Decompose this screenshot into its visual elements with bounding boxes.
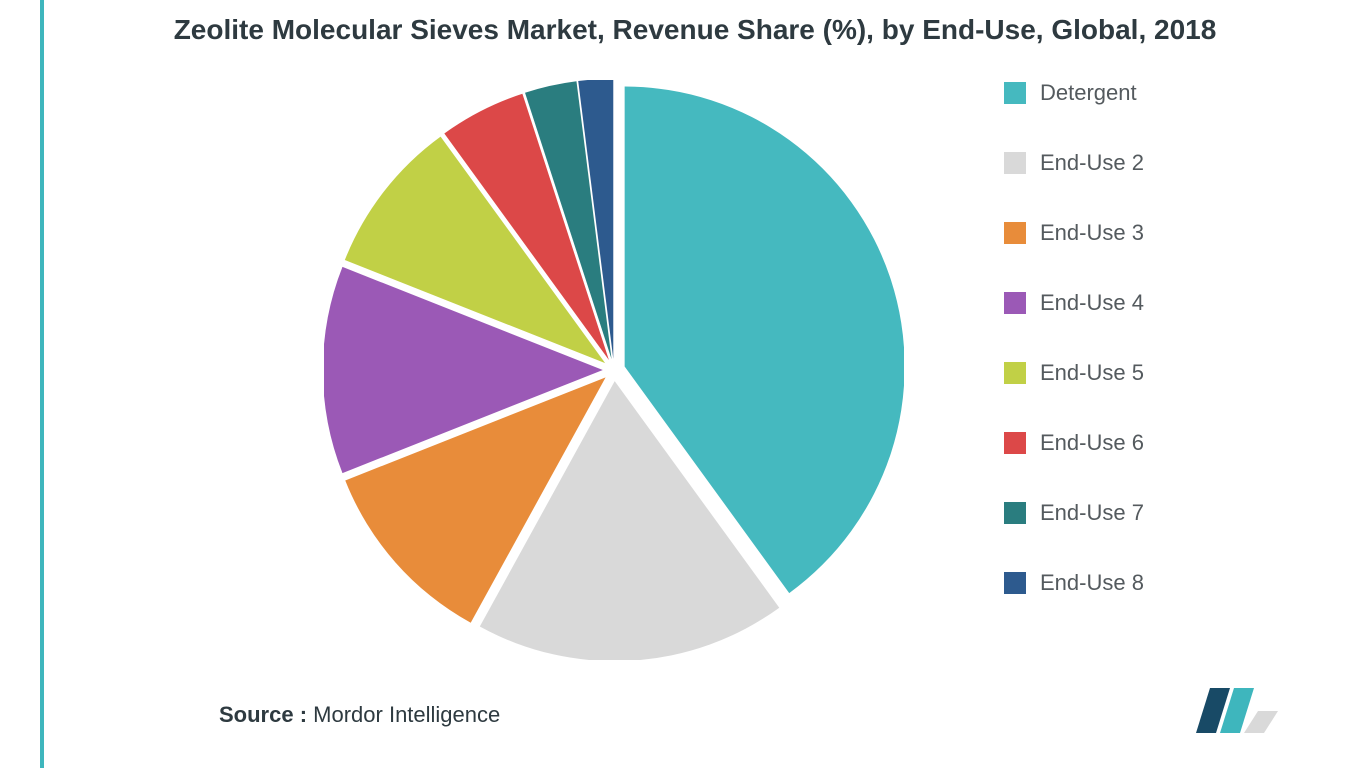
legend-label: End-Use 7 [1040, 500, 1144, 526]
legend-swatch [1004, 572, 1026, 594]
source-label: Source : [219, 702, 307, 727]
legend-item: End-Use 2 [1004, 150, 1304, 176]
legend-label: End-Use 6 [1040, 430, 1144, 456]
legend-swatch [1004, 362, 1026, 384]
legend-item: End-Use 3 [1004, 220, 1304, 246]
legend-swatch [1004, 292, 1026, 314]
pie-chart [324, 80, 904, 660]
legend-item: End-Use 4 [1004, 290, 1304, 316]
legend-swatch [1004, 502, 1026, 524]
source-value: Mordor Intelligence [313, 702, 500, 727]
chart-title: Zeolite Molecular Sieves Market, Revenue… [104, 14, 1286, 46]
legend-item: End-Use 5 [1004, 360, 1304, 386]
source-line: Source : Mordor Intelligence [219, 702, 500, 728]
legend-label: Detergent [1040, 80, 1137, 106]
legend-item: End-Use 6 [1004, 430, 1304, 456]
legend-swatch [1004, 432, 1026, 454]
pie-svg [324, 80, 904, 660]
chart-frame: Zeolite Molecular Sieves Market, Revenue… [40, 0, 1326, 768]
legend: Detergent End-Use 2 End-Use 3 End-Use 4 End-… [1004, 80, 1304, 640]
legend-item: End-Use 8 [1004, 570, 1304, 596]
brand-logo [1196, 683, 1286, 738]
legend-swatch [1004, 222, 1026, 244]
legend-swatch [1004, 152, 1026, 174]
legend-item: End-Use 7 [1004, 500, 1304, 526]
legend-item: Detergent [1004, 80, 1304, 106]
legend-label: End-Use 3 [1040, 220, 1144, 246]
legend-label: End-Use 8 [1040, 570, 1144, 596]
legend-swatch [1004, 82, 1026, 104]
legend-label: End-Use 5 [1040, 360, 1144, 386]
legend-label: End-Use 4 [1040, 290, 1144, 316]
legend-label: End-Use 2 [1040, 150, 1144, 176]
